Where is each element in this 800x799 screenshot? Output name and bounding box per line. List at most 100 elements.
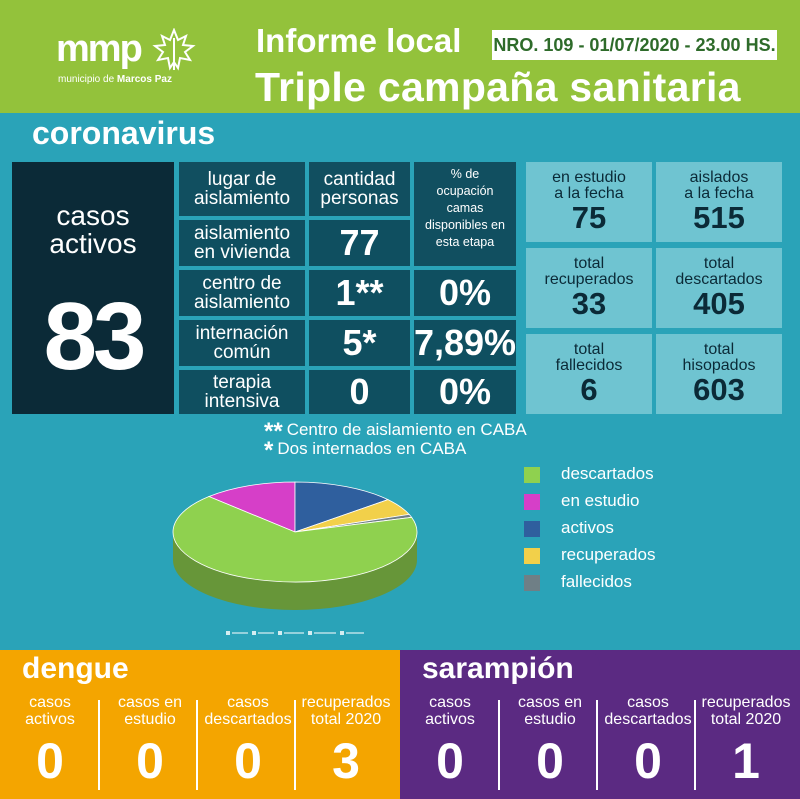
dengue-stat-value: 0 xyxy=(36,733,64,789)
dengue-stat-label: casos en estudio xyxy=(117,694,183,728)
dengue-stat: recuperados total 2020 3 xyxy=(296,692,396,799)
stat-box: aislados a la fecha 515 xyxy=(656,162,782,242)
campaign-title: Triple campaña sanitaria xyxy=(255,64,741,110)
sarampion-stat: casos activos 0 xyxy=(400,692,500,799)
dengue-stat-value: 0 xyxy=(234,733,262,789)
sarampion-divider xyxy=(498,700,500,790)
active-cases-value: 83 xyxy=(43,283,147,390)
dengue-divider xyxy=(98,700,100,790)
table-row-count: 5* xyxy=(309,320,410,366)
report-title: Informe local xyxy=(256,22,462,59)
sarampion-stat-value: 1 xyxy=(732,733,760,789)
stat-box: en estudio a la fecha 75 xyxy=(526,162,652,242)
stat-label: total fallecidos xyxy=(555,341,623,374)
sarampion-title: sarampión xyxy=(422,652,574,685)
table-row-place: aislamiento en vivienda xyxy=(179,220,305,266)
report-number-badge: NRO. 109 - 01/07/2020 - 23.00 HS. xyxy=(492,30,777,60)
sarampion-stat-label: casos descartados xyxy=(604,694,692,728)
sarampion-stat-value: 0 xyxy=(536,733,564,789)
table-header-occupancy: % de ocupación camas disponibles en esta eta… xyxy=(414,162,516,266)
sarampion-panel: sarampión casos activos 0 casos en estudio 0 c… xyxy=(400,650,800,799)
legend-item-fallecidos: fallecidos xyxy=(524,570,744,596)
dengue-stat-label: casos descartados xyxy=(204,694,292,728)
table-row-occupancy: 7,89% xyxy=(414,320,516,366)
legend-label: fallecidos xyxy=(561,572,632,591)
dengue-stat-label: casos activos xyxy=(25,694,75,728)
stat-value: 75 xyxy=(571,200,607,235)
legend-item-descartados: descartados xyxy=(524,462,744,488)
legend-label: descartados xyxy=(561,464,654,483)
sarampion-stat: casos en estudio 0 xyxy=(500,692,600,799)
sarampion-stat-value: 0 xyxy=(634,733,662,789)
sarampion-stat-value: 0 xyxy=(436,733,464,789)
sarampion-stat-label: casos en estudio xyxy=(517,694,583,728)
legend-label: activos xyxy=(561,518,614,537)
legend-item-en estudio: en estudio xyxy=(524,489,744,515)
stat-value: 33 xyxy=(571,286,607,321)
stat-box: total fallecidos 6 xyxy=(526,334,652,414)
dengue-stat: casos descartados 0 xyxy=(198,692,298,799)
legend-swatch xyxy=(524,494,540,510)
legend-swatch xyxy=(524,467,540,483)
pie-slice-activos xyxy=(294,481,390,533)
dengue-stat-value: 0 xyxy=(136,733,164,789)
leaf-icon xyxy=(152,28,196,71)
sarampion-stat-label: casos activos xyxy=(425,694,475,728)
dengue-divider xyxy=(196,700,198,790)
sarampion-stat: casos descartados 0 xyxy=(598,692,698,799)
pie-slice-en estudio xyxy=(207,481,296,533)
coronavirus-title: coronavirus xyxy=(32,115,216,151)
table-header-place: lugar de aislamiento xyxy=(179,162,305,216)
table-row-place: internación común xyxy=(179,320,305,366)
cases-pie-chart xyxy=(172,481,418,610)
stat-box: total hisopados 603 xyxy=(656,334,782,414)
sarampion-divider xyxy=(596,700,598,790)
legend-label: recuperados xyxy=(561,545,656,564)
pie-side-descartados xyxy=(173,532,417,610)
active-cases-label: casos activos xyxy=(49,200,137,259)
header: mmp municipio de Marcos Paz Informe loca… xyxy=(0,0,800,113)
dengue-stat-value: 3 xyxy=(332,733,360,789)
stat-label: aislados a la fecha xyxy=(684,169,754,202)
dengue-divider xyxy=(294,700,296,790)
pie-slice-descartados xyxy=(172,496,418,583)
stat-box: total recuperados 33 xyxy=(526,248,652,328)
table-row-occupancy: 0% xyxy=(414,370,516,414)
table-row-place: centro de aislamiento xyxy=(179,270,305,316)
table-header-count: cantidad personas xyxy=(309,162,410,216)
active-cases-box: casos activos 83 xyxy=(12,162,174,414)
stat-value: 405 xyxy=(693,286,745,321)
logo: mmp municipio de Marcos Paz xyxy=(56,28,216,88)
table-row-place: terapia intensiva xyxy=(179,370,305,414)
stat-value: 603 xyxy=(693,372,745,407)
dengue-stat: casos en estudio 0 xyxy=(100,692,200,799)
dengue-title: dengue xyxy=(22,652,129,685)
legend-swatch xyxy=(524,548,540,564)
note-caba-center: ** Centro de aislamiento en CABA xyxy=(264,418,527,445)
stat-value: 6 xyxy=(580,372,598,407)
legend-label: en estudio xyxy=(561,491,640,510)
table-row-count: 77 xyxy=(309,220,410,266)
dengue-panel: dengue casos activos 0 casos en estudio 0 caso… xyxy=(0,650,400,799)
dengue-stat: casos activos 0 xyxy=(0,692,100,799)
table-row-count: 1** xyxy=(309,270,410,316)
legend-item-activos: activos xyxy=(524,516,744,542)
stat-label: total hisopados xyxy=(682,341,756,374)
legend-item-recuperados: recuperados xyxy=(524,543,744,569)
coronavirus-tab xyxy=(0,113,250,155)
stat-box: total descartados 405 xyxy=(656,248,782,328)
mini-legend xyxy=(226,631,364,635)
stat-label: total descartados xyxy=(675,255,763,288)
legend-swatch xyxy=(524,521,540,537)
legend-swatch xyxy=(524,575,540,591)
logo-text: mmp xyxy=(56,28,143,70)
stat-label: total recuperados xyxy=(544,255,634,288)
sarampion-divider xyxy=(694,700,696,790)
note-caba-hospital: * Dos internados en CABA xyxy=(264,437,467,464)
stat-label: en estudio a la fecha xyxy=(552,169,626,202)
table-row-occupancy: 0% xyxy=(414,270,516,316)
logo-subtitle: municipio de Marcos Paz xyxy=(58,74,172,85)
table-row-count: 0 xyxy=(309,370,410,414)
stat-value: 515 xyxy=(693,200,745,235)
sarampion-stat: recuperados total 2020 1 xyxy=(696,692,796,799)
